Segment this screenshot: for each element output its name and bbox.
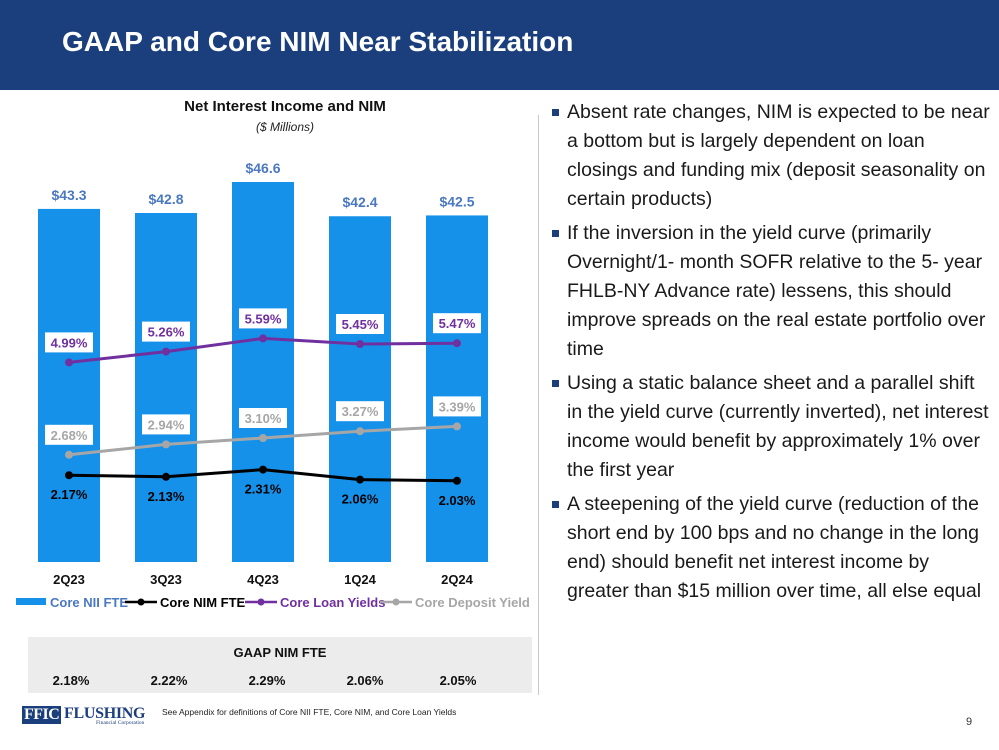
flushing-logo: FFIC FLUSHING Financial Corporation [22, 705, 152, 726]
page-number: 9 [966, 716, 973, 728]
label-box-core-loan-yields [239, 308, 287, 329]
legend-marker-core-loan-yields [257, 598, 265, 606]
bullet-list: Absent rate changes, NIM is expected to … [552, 98, 992, 611]
square-bullet-icon [552, 109, 559, 116]
x-tick-label: 3Q23 [150, 572, 182, 587]
logo-ffic-text: FFIC [22, 706, 62, 724]
point-core-loan-yields [259, 334, 267, 343]
label-core-loan-yields: 5.47% [439, 316, 476, 331]
label-core-loan-yields: 4.99% [51, 335, 88, 350]
point-core-loan-yields [65, 358, 73, 367]
x-tick-label: 2Q24 [441, 572, 474, 587]
point-core-nim-fte [259, 465, 267, 474]
point-core-nim-fte [356, 475, 364, 484]
label-core-nim-fte: 2.06% [342, 492, 379, 507]
label-box-core-deposit-yield [239, 408, 287, 428]
x-tick-label: 1Q24 [344, 572, 377, 587]
legend-label: Core Deposit Yield [415, 595, 530, 610]
gaap-nim-value: 2.22% [150, 673, 188, 688]
label-core-deposit-yield: 3.39% [439, 399, 476, 414]
label-box-core-loan-yields [433, 313, 481, 334]
point-core-deposit-yield [162, 440, 170, 449]
gaap-nim-title: GAAP NIM FTE [233, 645, 327, 660]
legend-swatch-core-nii-fte [16, 598, 46, 605]
label-core-nim-fte: 2.31% [245, 482, 282, 497]
bar-core-nii-fte [426, 215, 488, 562]
label-core-nim-fte: 2.17% [51, 487, 88, 502]
label-core-loan-yields: 5.26% [148, 325, 185, 340]
footnote: See Appendix for definitions of Core NII… [162, 707, 457, 717]
bar-core-nii-fte [232, 182, 294, 562]
label-box-core-loan-yields [45, 332, 93, 353]
point-core-deposit-yield [453, 422, 461, 431]
legend-label: Core NII FTE [50, 595, 128, 610]
bullet-text: Absent rate changes, NIM is expected to … [567, 101, 990, 210]
label-core-deposit-yield: 3.27% [342, 404, 379, 419]
label-core-deposit-yield: 2.94% [148, 417, 185, 432]
label-core-loan-yields: 5.45% [342, 317, 379, 332]
logo-flushing-text: FLUSHING [64, 705, 146, 722]
logo-subtitle: Financial Corporation [96, 720, 145, 726]
gaap-nim-value: 2.06% [346, 673, 384, 688]
legend-label: Core Loan Yields [280, 595, 385, 610]
x-tick-label: 2Q23 [53, 572, 85, 587]
bar-core-nii-fte [329, 216, 391, 562]
bar-value-label: $42.5 [439, 193, 474, 209]
label-box-core-loan-yields [142, 321, 190, 342]
bar-value-label: $42.8 [148, 191, 183, 207]
legend-label: Core NIM FTE [160, 595, 246, 610]
label-box-core-deposit-yield [336, 401, 384, 422]
point-core-nim-fte [453, 476, 461, 485]
square-bullet-icon [552, 230, 559, 237]
legend-marker-core-deposit-yield [392, 598, 400, 606]
point-core-nim-fte [162, 472, 170, 481]
point-core-nim-fte [65, 471, 73, 480]
point-core-loan-yields [162, 347, 170, 356]
label-box-core-deposit-yield [45, 424, 93, 445]
gaap-nim-value: 2.29% [248, 673, 286, 688]
gaap-nim-table: GAAP NIM FTE 2.18% 2.22% 2.29% 2.06% 2.0… [28, 637, 532, 693]
x-tick-label: 4Q23 [247, 572, 279, 587]
label-box-core-loan-yields [336, 314, 384, 334]
bar-value-label: $42.4 [342, 194, 377, 210]
label-box-core-deposit-yield [433, 396, 481, 417]
gaap-nim-value: 2.18% [52, 673, 90, 688]
label-core-deposit-yield: 2.68% [51, 428, 88, 443]
label-core-nim-fte: 2.03% [439, 493, 476, 508]
nii-nim-chart: $43.3 $42.8 $46.6 $42.4 $42.5 2.17% 2.13% 2.31%… [16, 160, 530, 610]
bullet-text: A steepening of the yield curve (reducti… [567, 493, 982, 602]
chart-title: Net Interest Income and NIM [184, 98, 386, 115]
bar-value-label: $43.3 [51, 187, 86, 203]
label-box-core-deposit-yield [142, 414, 190, 435]
square-bullet-icon [552, 501, 559, 508]
bullet-text: If the inversion in the yield curve (pri… [567, 222, 986, 360]
point-core-deposit-yield [259, 434, 267, 442]
bullet-item: Absent rate changes, NIM is expected to … [552, 98, 992, 214]
bar-core-nii-fte [38, 208, 100, 563]
bullet-item: Using a static balance sheet and a paral… [552, 369, 992, 485]
column-divider [538, 115, 539, 695]
label-core-deposit-yield: 3.10% [245, 411, 282, 426]
chart-subtitle: ($ Millions) [255, 120, 314, 134]
bar-core-nii-fte [135, 212, 197, 562]
point-core-deposit-yield [356, 427, 364, 436]
gaap-nim-value: 2.05% [439, 673, 477, 688]
label-core-nim-fte: 2.13% [148, 489, 185, 504]
point-core-deposit-yield [65, 450, 73, 459]
page-title: GAAP and Core NIM Near Stabilization [62, 26, 574, 57]
bullet-item: A steepening of the yield curve (reducti… [552, 490, 992, 606]
header-bar: GAAP and Core NIM Near Stabilization [0, 0, 999, 90]
point-core-loan-yields [356, 340, 364, 348]
point-core-loan-yields [453, 339, 461, 348]
label-core-loan-yields: 5.59% [245, 311, 282, 326]
bullet-item: If the inversion in the yield curve (pri… [552, 219, 992, 364]
bar-value-label: $46.6 [245, 160, 280, 176]
bullet-text: Using a static balance sheet and a paral… [567, 372, 989, 481]
legend-marker-core-nim-fte [137, 598, 145, 606]
square-bullet-icon [552, 380, 559, 387]
